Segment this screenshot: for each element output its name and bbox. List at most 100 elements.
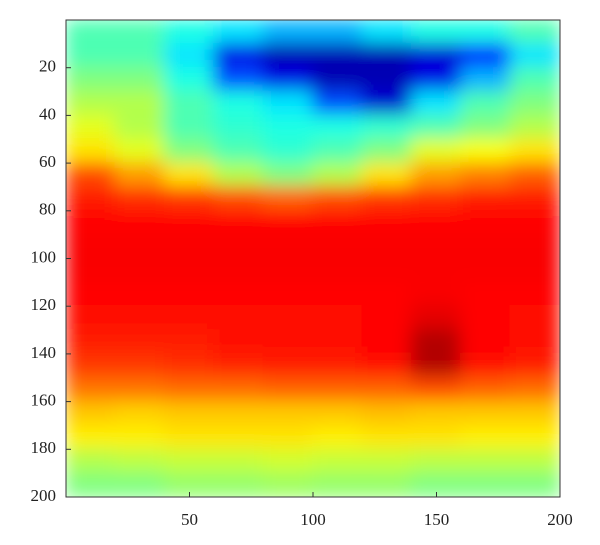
heatmap-cell (509, 376, 560, 403)
y-tick-label: 180 (31, 438, 57, 457)
heatmap-cell (509, 42, 560, 69)
heatmap-cell (114, 185, 166, 212)
heatmap-cell (410, 448, 463, 475)
heatmap-cell (410, 114, 463, 141)
y-tick-label: 80 (39, 200, 56, 219)
heatmap-cell (509, 257, 560, 284)
y-tick-label: 200 (31, 486, 57, 505)
heatmap-cell (312, 114, 364, 141)
heatmap-cell (509, 329, 560, 355)
heatmap-cell (509, 114, 560, 141)
heatmap-cell (410, 329, 463, 355)
heatmap-cell (361, 352, 413, 379)
heatmap-cell (509, 162, 560, 188)
heatmap-cell (114, 20, 166, 45)
heatmap-cell (361, 90, 413, 117)
heatmap-cell (213, 305, 265, 332)
heatmap-cell (460, 424, 512, 451)
heatmap-cell (114, 114, 166, 141)
heatmap-cell (262, 20, 314, 45)
heatmap-cell (213, 209, 265, 236)
heatmap-cell (509, 305, 560, 332)
heatmap-cell (410, 209, 463, 236)
heatmap-cell (312, 90, 364, 117)
heatmap-cell (410, 400, 463, 427)
heatmap-cell (66, 209, 117, 236)
heatmap-cell (262, 257, 314, 284)
heatmap-cell (460, 42, 512, 69)
heatmap-cell (163, 233, 216, 260)
heatmap-cell (509, 233, 560, 260)
heatmap-cell (312, 352, 364, 379)
y-tick-label: 160 (31, 391, 57, 410)
heatmap-cell (213, 281, 265, 308)
heatmap-cell (509, 185, 560, 212)
heatmap-cell (361, 20, 413, 45)
heatmap-cell (163, 42, 216, 69)
heatmap-cell (410, 185, 463, 212)
heatmap-cell (262, 472, 314, 497)
heatmap-cell (262, 352, 314, 379)
heatmap-cell (66, 305, 117, 332)
heatmap-cell (460, 66, 512, 93)
heatmap-cell (312, 281, 364, 308)
heatmap-cell (410, 281, 463, 308)
heatmap-cell (509, 281, 560, 308)
heatmap-cell (262, 400, 314, 427)
heatmap-cell (460, 162, 512, 188)
heatmap-cell (114, 448, 166, 475)
heatmap-cell (114, 400, 166, 427)
x-tick-label: 200 (547, 510, 573, 529)
heatmap-cell (114, 42, 166, 69)
y-tick-label: 120 (31, 295, 57, 314)
heatmap-cell (114, 305, 166, 332)
y-tick-label: 100 (31, 247, 57, 266)
heatmap-cell (66, 42, 117, 69)
heatmap-cell (312, 257, 364, 284)
heatmap-cell (460, 233, 512, 260)
heatmap-cell (114, 329, 166, 355)
heatmap-cell (460, 305, 512, 332)
heatmap-cell (213, 424, 265, 451)
y-tick-label: 60 (39, 152, 56, 171)
heatmap-cell (114, 352, 166, 379)
heatmap-cell (410, 233, 463, 260)
heatmap-cell (509, 66, 560, 93)
heatmap-cell (312, 162, 364, 188)
heatmap-cell (114, 257, 166, 284)
heatmap-cell (262, 42, 314, 69)
heatmap-cell (262, 448, 314, 475)
heatmap-cell (460, 114, 512, 141)
heatmap-cell (163, 352, 216, 379)
heatmap-cell (361, 257, 413, 284)
heatmap-cell (361, 424, 413, 451)
heatmap-cell (66, 114, 117, 141)
heatmap-cell (262, 114, 314, 141)
heatmap-cell (312, 376, 364, 403)
heatmap-cell (361, 281, 413, 308)
heatmap-cell (460, 20, 512, 45)
heatmap-cell (312, 329, 364, 355)
heatmap-cell (163, 20, 216, 45)
heatmap-cell (460, 472, 512, 497)
heatmap-cell (213, 233, 265, 260)
heatmap-cell (410, 138, 463, 165)
heatmap-cell (410, 162, 463, 188)
heatmap-cell (66, 329, 117, 355)
heatmap-cell (460, 352, 512, 379)
heatmap-cell (66, 138, 117, 165)
heatmap-cell (410, 352, 463, 379)
heatmap-cell (163, 257, 216, 284)
heatmap-cell (66, 424, 117, 451)
heatmap-cell (361, 376, 413, 403)
heatmap-cell (460, 376, 512, 403)
heatmap-cell (509, 209, 560, 236)
heatmap-cell (410, 66, 463, 93)
y-tick-label: 40 (39, 104, 56, 123)
y-tick-label: 140 (31, 343, 57, 362)
heatmap-cell (410, 305, 463, 332)
heatmap-cell (262, 305, 314, 332)
heatmap-cell (163, 424, 216, 451)
heatmap-cell (410, 20, 463, 45)
heatmap-cell (213, 329, 265, 355)
